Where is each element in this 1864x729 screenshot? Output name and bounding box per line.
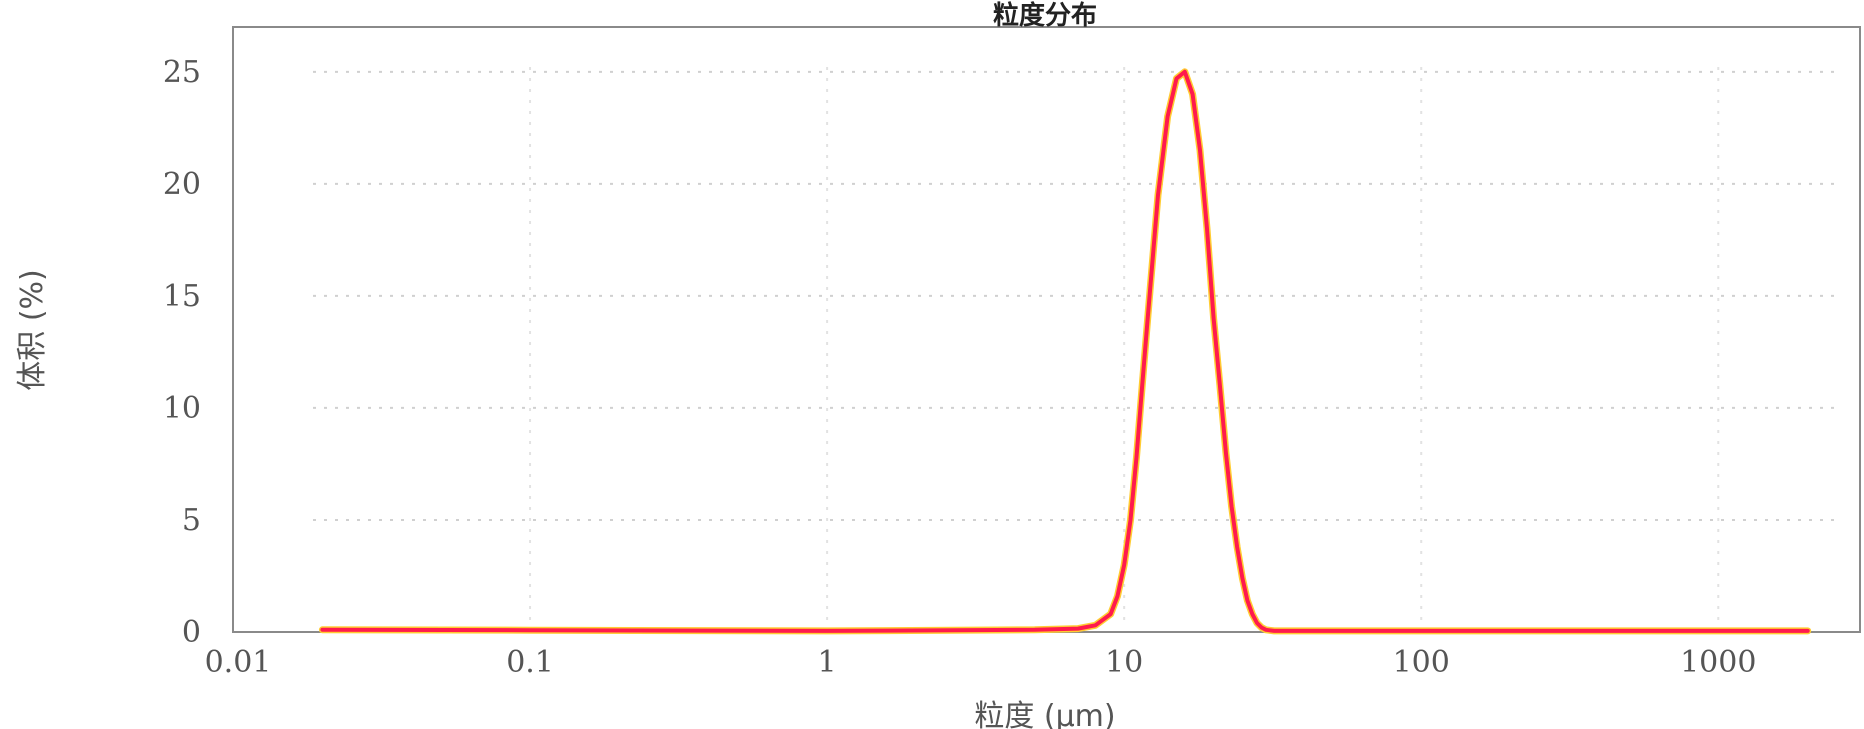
x-axis-title: 粒度 (μm) (974, 699, 1115, 729)
y-axis-title: 体积 (%) (15, 269, 50, 390)
grid-lines (313, 67, 1840, 627)
x-tick-label: 0.1 (506, 645, 554, 680)
tick-labels: 0 5 10 15 20 25 0.01 0.1 1 10 100 1000 (163, 55, 1757, 680)
y-tick-label: 15 (163, 279, 201, 314)
y-tick-label: 5 (182, 503, 201, 538)
series-layer (318, 68, 1812, 635)
series-line (320, 69, 1810, 633)
x-tick-label: 0.01 (205, 645, 272, 680)
plot-frame (232, 26, 1861, 633)
y-tick-label: 0 (182, 615, 201, 650)
x-tick-label: 100 (1393, 645, 1450, 680)
x-tick-label: 1 (818, 645, 837, 680)
x-tick-label: 10 (1105, 645, 1143, 680)
y-tick-label: 25 (163, 55, 201, 90)
chart-title: 粒度分布 (993, 0, 1097, 31)
x-tick-label: 1000 (1680, 645, 1756, 680)
y-tick-label: 20 (163, 167, 201, 202)
y-tick-label: 10 (163, 391, 201, 426)
